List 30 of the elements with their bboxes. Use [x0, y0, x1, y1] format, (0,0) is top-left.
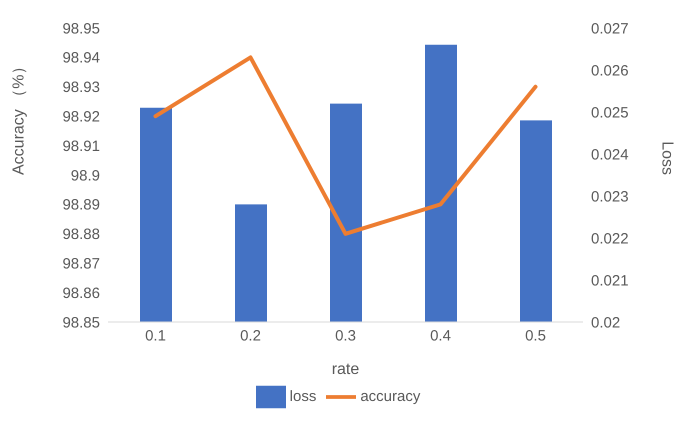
- y-tick-label: 98.9: [70, 167, 100, 184]
- y-tick-label: 98.94: [62, 50, 100, 67]
- y2-tick-label: 0.024: [591, 146, 629, 164]
- y2-tick-label: 0.025: [591, 104, 629, 122]
- x-tick-label: 0.3: [335, 328, 356, 345]
- x-axis-title: rate: [332, 361, 360, 378]
- y-tick-label: 98.93: [62, 79, 100, 96]
- x-tick-label: 0.5: [525, 328, 546, 345]
- y2-tick-label: 0.021: [591, 272, 629, 290]
- y2-axis-title: Loss: [658, 141, 676, 175]
- y2-tick-label: 0.026: [591, 62, 629, 80]
- y-tick-label: 98.87: [62, 256, 100, 273]
- legend-label: accuracy: [360, 388, 420, 405]
- y-axis-title: Accuracy （%）: [10, 58, 28, 175]
- y-tick-label: 98.86: [62, 284, 100, 302]
- y2-tick-label: 0.02: [591, 314, 620, 332]
- y2-tick-label: 0.022: [591, 230, 629, 248]
- line-series: [154, 55, 538, 236]
- y2-tick-label: 0.027: [591, 20, 629, 38]
- x-tick-label: 0.2: [240, 328, 261, 345]
- x-tick-label: 0.1: [145, 328, 166, 345]
- x-tick-label: 0.4: [430, 328, 451, 345]
- y-tick-label: 98.88: [62, 226, 100, 244]
- y-tick-label: 98.92: [62, 108, 100, 126]
- y-tick-label: 98.95: [62, 20, 100, 38]
- y-tick-label: 98.85: [62, 314, 100, 332]
- legend-label: loss: [290, 388, 316, 405]
- y2-tick-label: 0.023: [591, 188, 629, 206]
- y-tick-label: 98.91: [62, 138, 100, 155]
- y-tick-label: 98.89: [62, 196, 100, 214]
